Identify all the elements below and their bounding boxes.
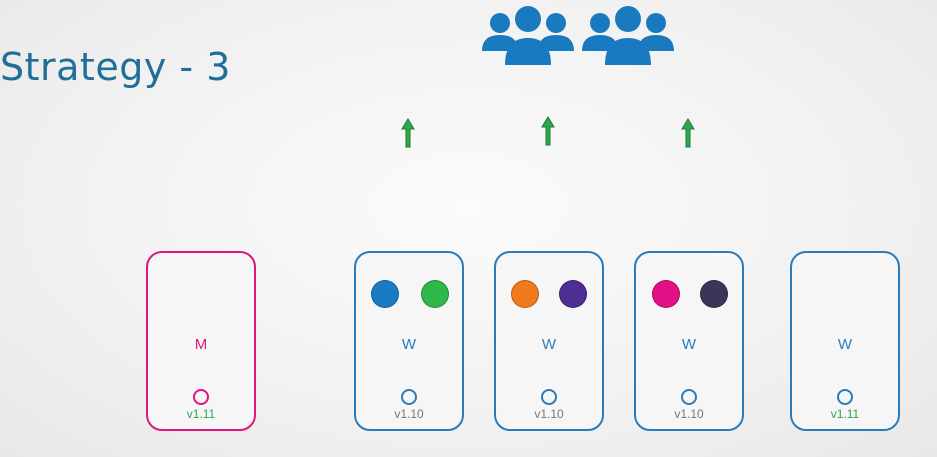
node-version: v1.11 xyxy=(186,407,216,421)
kubelet-circle xyxy=(837,389,853,405)
up-arrow-icon xyxy=(681,118,695,148)
node-label: W xyxy=(401,336,417,353)
master-node: M v1.11 xyxy=(146,251,256,431)
pod-circle xyxy=(421,280,449,308)
kubelet-circle xyxy=(541,389,557,405)
pod-circle xyxy=(700,280,728,308)
node-version: v1.11 xyxy=(830,407,860,421)
pod-circle xyxy=(511,280,539,308)
up-arrow-icon xyxy=(401,118,415,148)
slide-title: Strategy - 3 xyxy=(0,45,231,90)
node-label: W xyxy=(837,336,853,353)
worker-node: W v1.10 xyxy=(494,251,604,431)
worker-node: W v1.10 xyxy=(354,251,464,431)
pod-circle xyxy=(559,280,587,308)
node-label: W xyxy=(681,336,697,353)
up-arrow-icon xyxy=(541,116,555,146)
kubelet-circle xyxy=(193,389,209,405)
worker-node: W v1.11 xyxy=(790,251,900,431)
node-label: W xyxy=(541,336,557,353)
pod-circle xyxy=(652,280,680,308)
node-version: v1.10 xyxy=(394,407,424,421)
node-label: M xyxy=(194,336,208,353)
kubelet-circle xyxy=(681,389,697,405)
kubelet-circle xyxy=(401,389,417,405)
node-version: v1.10 xyxy=(674,407,704,421)
node-version: v1.10 xyxy=(534,407,564,421)
users-group-icon xyxy=(482,6,674,65)
worker-node: W v1.10 xyxy=(634,251,744,431)
pod-circle xyxy=(371,280,399,308)
